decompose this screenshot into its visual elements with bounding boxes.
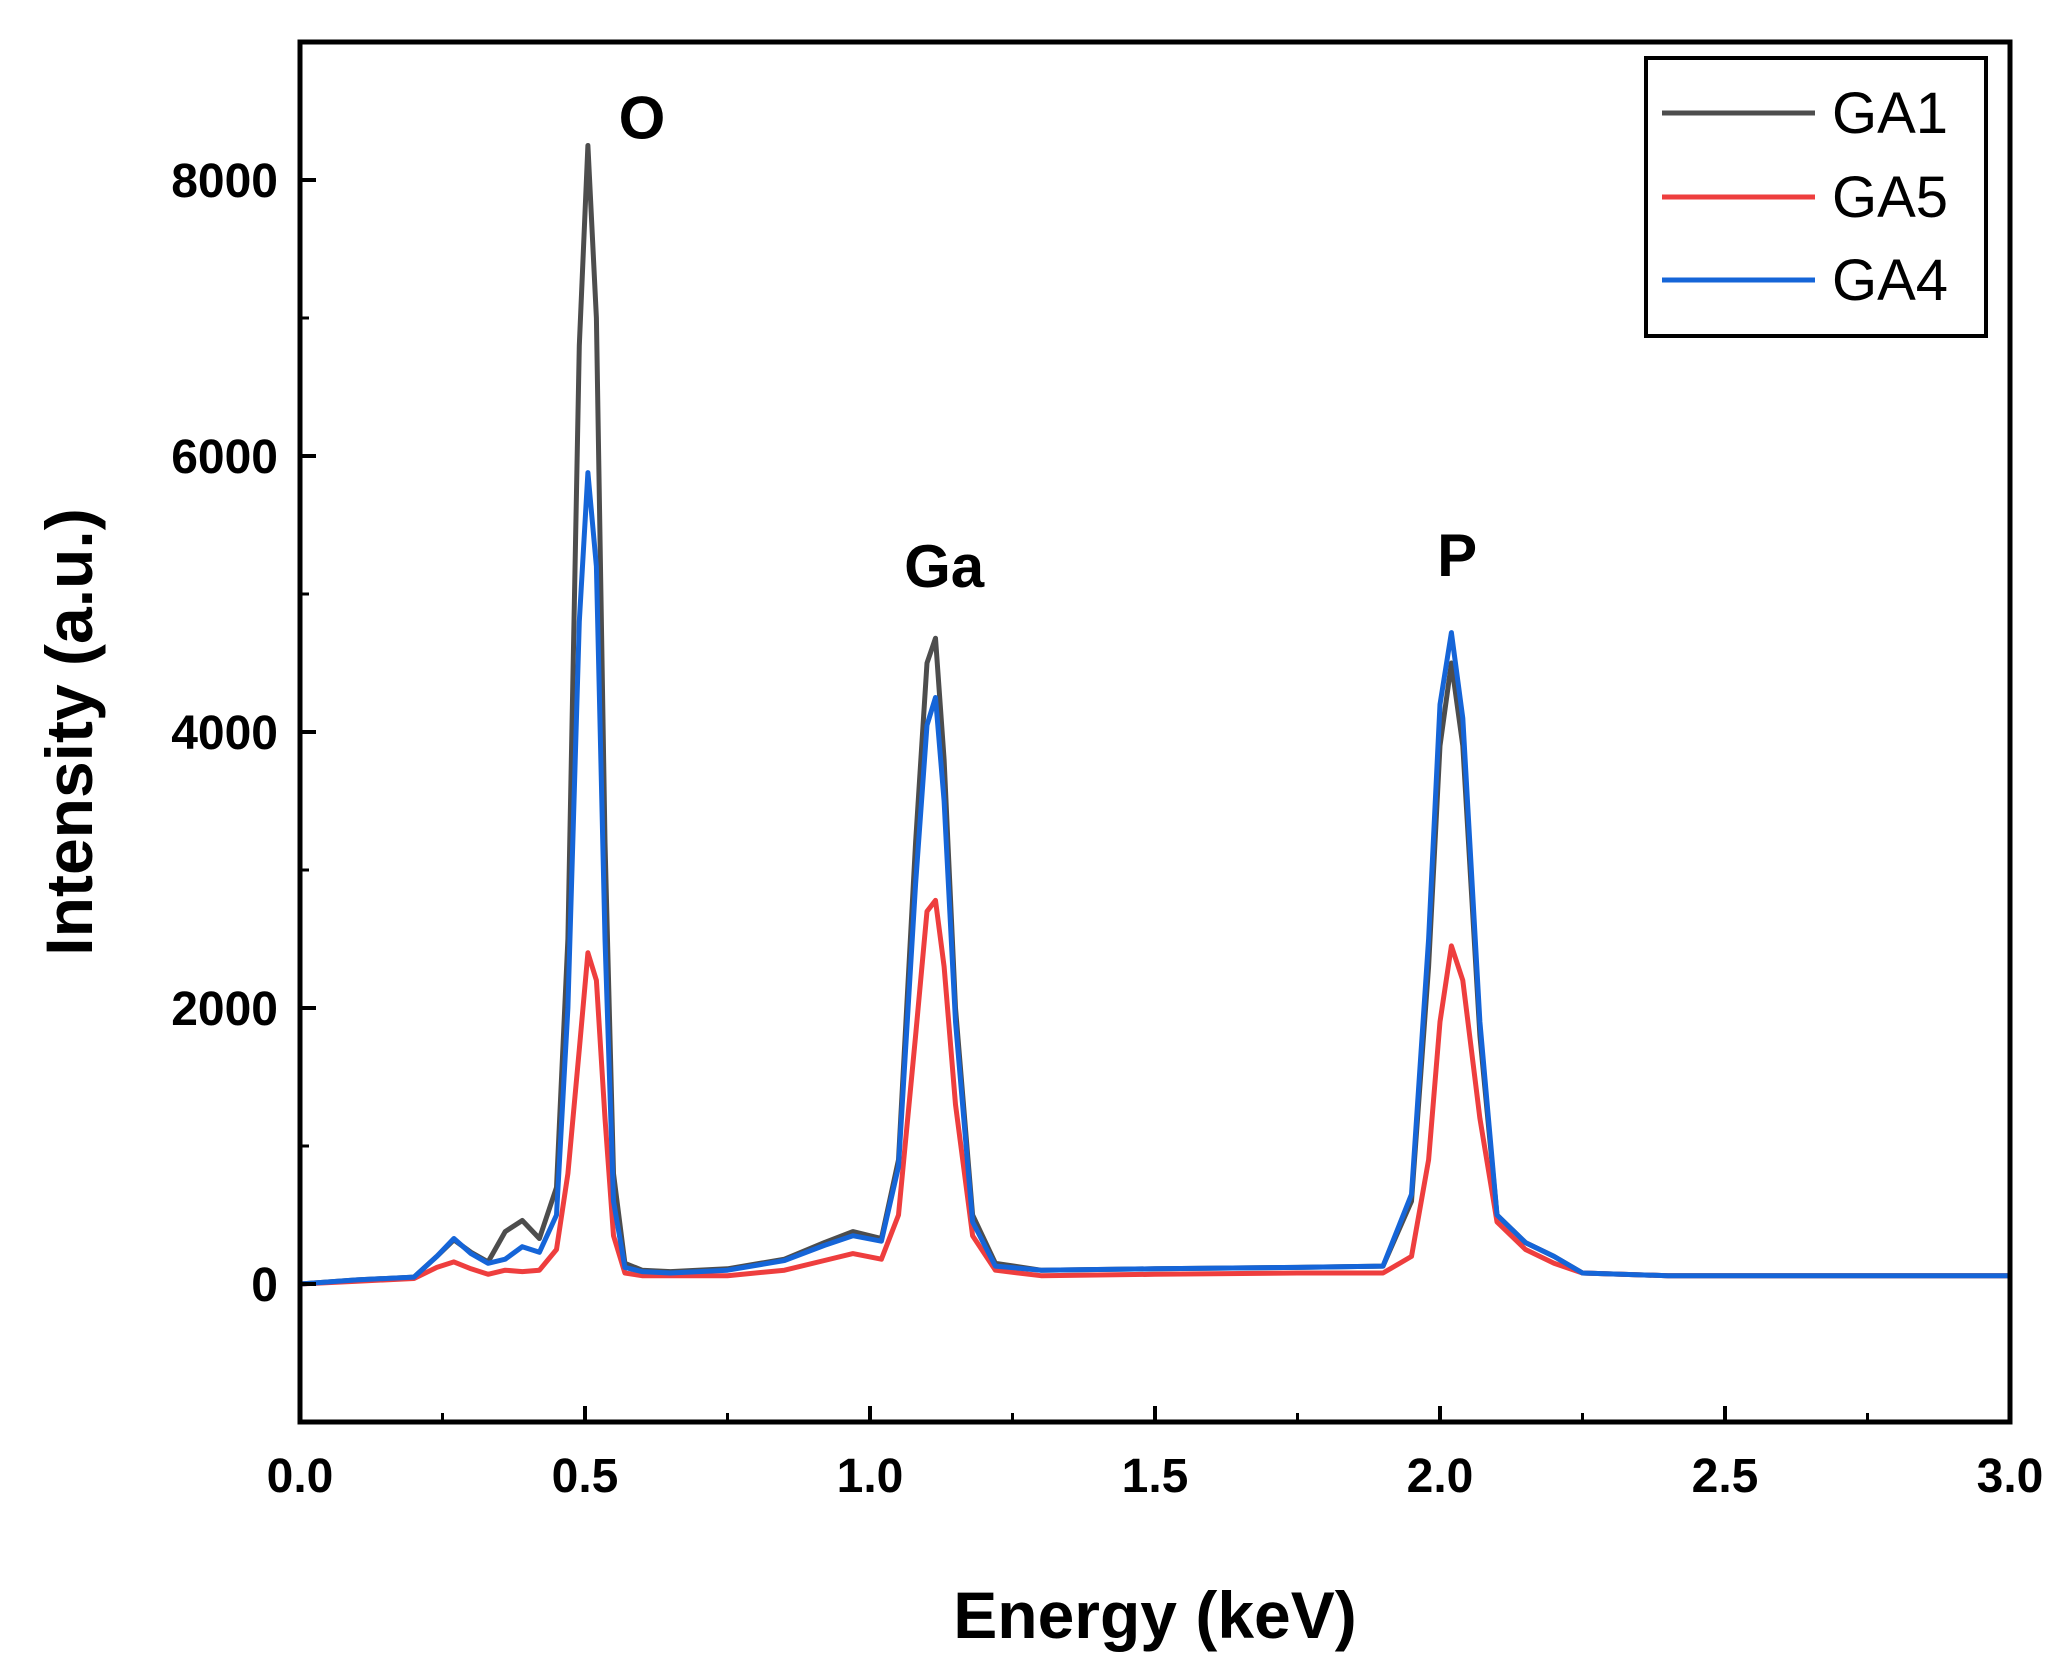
y-tick-label: 0 bbox=[251, 1259, 278, 1312]
legend-label-ga5: GA5 bbox=[1832, 165, 1948, 230]
peak-label-p: P bbox=[1437, 522, 1477, 589]
series-layer bbox=[297, 143, 2013, 1287]
x-tick-label: 3.0 bbox=[1977, 1450, 2044, 1503]
legend-label-ga1: GA1 bbox=[1832, 81, 1948, 146]
series-line-ga4 bbox=[297, 470, 2013, 1287]
y-axis-title: Intensity (a.u.) bbox=[32, 508, 106, 955]
x-tick-label: 1.5 bbox=[1122, 1450, 1189, 1503]
plot-frame bbox=[297, 39, 2013, 1425]
legend: GA1 GA5 GA4 bbox=[1644, 56, 1988, 338]
y-tick-label: 6000 bbox=[171, 431, 278, 484]
x-tick-label: 2.0 bbox=[1407, 1450, 1474, 1503]
x-tick-label: 2.5 bbox=[1692, 1450, 1759, 1503]
x-tick-label: 0.0 bbox=[267, 1450, 334, 1503]
peak-label-ga: Ga bbox=[904, 533, 985, 600]
x-tick-label: 0.5 bbox=[552, 1450, 619, 1503]
x-tick-label: 1.0 bbox=[837, 1450, 904, 1503]
x-axis-title: Energy (keV) bbox=[953, 1578, 1356, 1652]
y-tick-label: 2000 bbox=[171, 983, 278, 1036]
y-tick-label: 8000 bbox=[171, 155, 278, 208]
peak-label-o: O bbox=[619, 85, 666, 152]
y-tick-label: 4000 bbox=[171, 707, 278, 760]
series-line-ga5 bbox=[297, 897, 2013, 1287]
legend-label-ga4: GA4 bbox=[1832, 248, 1948, 313]
label-layer: 0.0 0.5 1.0 1.5 2.0 2.5 3.0 0 2000 4000 6000 8000 O G… bbox=[171, 85, 2043, 1503]
